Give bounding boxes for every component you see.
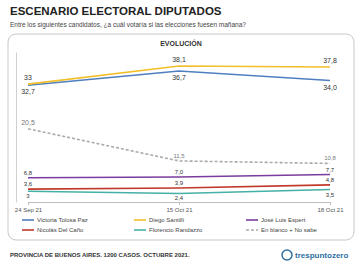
legend-label: Nicolás Del Caño [37,227,84,233]
legend-swatch [22,219,34,221]
x-tick: 18 Oct 21 [317,202,344,213]
data-label: 3,9 [175,180,184,186]
data-label: 4,8 [326,177,335,183]
data-label: 33 [24,74,32,81]
x-tick-mark [330,202,331,205]
source: trespuntozero [295,251,348,260]
data-label: 11,5 [173,153,185,159]
legend-swatch [246,219,258,221]
legend-item: Diego Santilli [134,217,184,223]
title: ESCENARIO ELECTORAL DIPUTADOS [10,5,222,17]
x-tick: 24 Sep 21 [15,202,43,213]
data-label: 32,7 [21,88,35,95]
legend-label: José Luis Espert [261,217,306,223]
data-label: 34,0 [323,84,337,91]
series-line [28,190,330,194]
data-labels: 32,7 36,7 34,0 33 38,1 37,8 6,8 7,0 7,7 3,6 3,9 4,8… [21,56,337,202]
panel [8,34,354,240]
x-tick-label: 24 Sep 21 [15,207,43,213]
series-line [28,66,330,84]
legend-label: Victoria Tolosa Paz [37,217,88,223]
legend-item: En blanco + No sabe [246,227,318,233]
legend-label: Florencio Randazzo [149,227,203,233]
chart: ESCENARIO ELECTORAL DIPUTADOS Entre los s… [0,0,362,271]
data-label: 36,7 [172,74,186,81]
legend-swatch [22,229,34,231]
logo-icon [282,250,292,260]
legend-swatch [134,219,146,221]
data-label: 37,8 [323,57,337,64]
legend-label: Diego Santilli [149,217,184,223]
data-label: 38,1 [172,56,186,63]
data-label: 6,8 [24,170,33,176]
plot-area [28,66,330,194]
data-label: 20,5 [21,119,35,126]
y-axis [16,53,17,203]
legend-label: En blanco + No sabe [261,227,318,233]
legend-item: Nicolás Del Caño [22,227,84,233]
x-tick: 15 Oct 21 [166,202,193,213]
data-label: 7,0 [175,169,184,175]
x-tick-label: 15 Oct 21 [166,207,193,213]
legend-swatch [246,229,258,231]
data-label: 3,5 [326,192,335,198]
data-label: 3,6 [24,181,33,187]
x-axis: 24 Sep 21 15 Oct 21 18 Oct 21 [15,202,344,213]
legend-item: José Luis Espert [246,217,306,223]
y-axis-line [16,53,17,203]
legend-swatch [134,229,146,231]
data-label: 2,4 [175,195,184,201]
data-label: 10,8 [324,155,336,161]
legend: Victoria Tolosa Paz Diego Santilli José Lu… [22,217,318,233]
x-tick-mark [179,202,180,205]
legend-item: Florencio Randazzo [134,227,203,233]
x-tick-label: 18 Oct 21 [317,207,344,213]
data-label: 3 [26,193,30,199]
legend-item: Victoria Tolosa Paz [22,217,88,223]
x-tick-mark [28,202,29,205]
footnote: PROVINCIA DE BUENOS AIRES. 1200 CASOS. O… [10,252,190,258]
subtitle: Entre los siguientes candidatos, ¿a cuál… [10,21,246,29]
series-line [28,129,330,164]
panel-title: EVOLUCIÓN [160,39,202,47]
data-label: 7,7 [326,167,335,173]
